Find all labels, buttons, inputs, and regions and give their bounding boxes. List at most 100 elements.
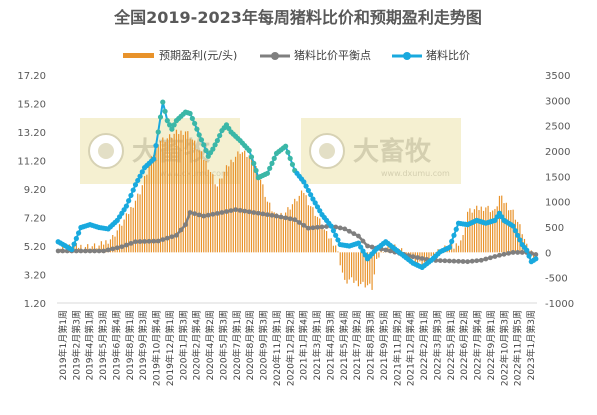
profit-bar xyxy=(457,245,460,253)
profit-bar xyxy=(387,243,389,253)
x-axis-tick-label: 2022年3月第3周 xyxy=(431,310,443,380)
profit-bar xyxy=(191,139,193,253)
breakeven-point xyxy=(510,250,516,255)
ratio-point xyxy=(360,248,366,254)
profit-bar xyxy=(310,206,312,253)
ratio-point xyxy=(515,232,521,238)
breakeven-point xyxy=(119,244,125,250)
profit-bar xyxy=(182,134,184,253)
x-axis-tick-label: 2022年5月第1周 xyxy=(445,310,457,380)
profit-bar xyxy=(125,213,127,253)
ratio-point xyxy=(164,118,170,124)
ratio-point xyxy=(162,108,168,114)
x-axis-tick-label: 2022年7月第4周 xyxy=(472,310,484,380)
breakeven-point xyxy=(219,210,225,215)
profit-bar xyxy=(350,252,353,278)
legend: 预期盈利(元/头) 猪料比价平衡点 猪料比价 xyxy=(123,48,470,62)
profit-bar xyxy=(134,200,137,253)
profit-bar xyxy=(369,252,371,284)
ratio-point xyxy=(287,155,293,161)
breakeven-point xyxy=(183,222,188,228)
profit-bar xyxy=(232,162,234,253)
ratio-line xyxy=(55,99,539,270)
profit-bar xyxy=(118,224,121,253)
breakeven-point xyxy=(533,252,539,257)
left-axis-tick-label: 11.20 xyxy=(17,157,46,168)
breakeven-point xyxy=(178,227,184,233)
profit-bar xyxy=(262,184,264,253)
breakeven-point xyxy=(269,212,275,218)
profit-bar xyxy=(178,134,180,253)
profit-bar xyxy=(339,252,341,266)
breakeven-point xyxy=(123,242,129,248)
profit-bar xyxy=(255,166,257,253)
breakeven-point xyxy=(333,224,339,230)
breakeven-point xyxy=(469,258,475,264)
left-axis-tick-label: 15.20 xyxy=(17,100,46,111)
profit-bar xyxy=(132,207,134,253)
x-axis-tick-label: 2019年6月第4周 xyxy=(110,310,122,380)
x-axis-tick-label: 2020年12月第2周 xyxy=(284,310,296,386)
profit-bar xyxy=(91,246,93,253)
breakeven-point xyxy=(483,256,489,262)
profit-bar xyxy=(105,240,107,253)
profit-bar xyxy=(325,231,328,253)
ratio-point xyxy=(524,247,530,253)
profit-bar xyxy=(473,209,476,253)
profit-bar xyxy=(157,144,159,253)
profit-bar xyxy=(337,251,339,253)
ratio-point xyxy=(153,142,159,149)
x-axis-tick-label: 2019年12月第1周 xyxy=(164,310,176,386)
x-axis-tick-label: 2021年11月第2周 xyxy=(391,310,403,386)
right-axis-tick-label: 2500 xyxy=(545,122,570,133)
profit-bar xyxy=(485,207,487,253)
right-axis-tick-label: 3500 xyxy=(545,71,570,82)
profit-bar xyxy=(366,252,369,286)
profit-bars xyxy=(57,129,537,290)
ratio-point xyxy=(187,110,193,117)
breakeven-point xyxy=(506,250,511,256)
breakeven-point xyxy=(515,250,521,255)
breakeven-point xyxy=(351,231,357,237)
profit-bar xyxy=(471,212,473,253)
breakeven-point xyxy=(342,226,348,232)
profit-bar xyxy=(496,206,498,253)
profit-bar xyxy=(153,154,155,253)
breakeven-point xyxy=(101,248,107,254)
x-axis-tick-label: 2019年5月第3周 xyxy=(97,310,109,380)
ratio-point xyxy=(196,132,202,138)
breakeven-point xyxy=(442,258,448,264)
profit-bar xyxy=(364,252,366,288)
profit-bar xyxy=(225,165,228,253)
breakeven-point xyxy=(87,248,93,254)
profit-bar xyxy=(221,178,223,253)
breakeven-point xyxy=(105,247,111,253)
breakeven-point xyxy=(96,248,102,254)
left-axis-tick-label: 7.20 xyxy=(24,214,46,225)
ratio-point xyxy=(358,244,364,250)
watermark-logo-dot xyxy=(319,143,335,159)
breakeven-point xyxy=(478,257,484,263)
breakeven-point xyxy=(155,238,161,244)
profit-bar xyxy=(209,171,212,253)
x-axis-tick-label: 2021年12月第4周 xyxy=(405,310,417,386)
breakeven-point xyxy=(73,248,79,254)
profit-bar xyxy=(305,195,307,253)
breakeven-point xyxy=(160,237,166,242)
ratio-point xyxy=(453,226,459,232)
x-axis-tick-label: 2019年1月第1周 xyxy=(57,310,69,380)
breakeven-point xyxy=(174,232,179,238)
ratio-point xyxy=(130,187,136,193)
profit-bar xyxy=(505,202,507,253)
breakeven-point xyxy=(246,209,252,215)
profit-bar xyxy=(319,218,321,253)
x-axis-tick-label: 2021年4月第3周 xyxy=(324,310,336,380)
breakeven-point xyxy=(83,248,88,254)
profit-bar xyxy=(414,252,416,266)
profit-bar xyxy=(143,176,146,253)
profit-bar xyxy=(198,150,200,253)
ratio-point xyxy=(203,147,209,154)
breakeven-point xyxy=(196,212,202,218)
